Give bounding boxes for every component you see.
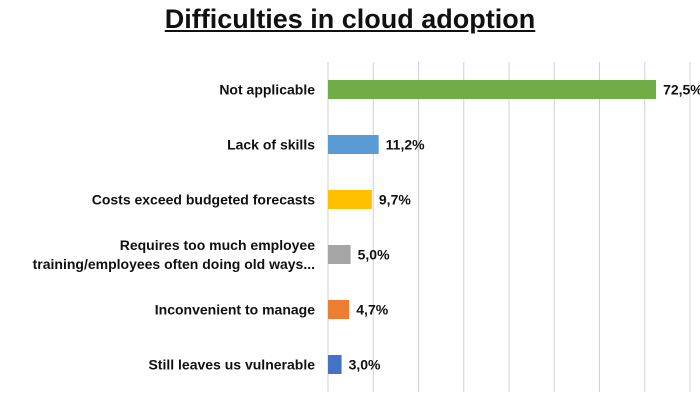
bar [328, 245, 351, 264]
category-label: Not applicable [219, 82, 315, 98]
category-label: Inconvenient to manage [155, 302, 315, 318]
data-label: 72,5% [663, 82, 700, 98]
bar [328, 80, 657, 99]
bar [328, 300, 350, 319]
category-label: Requires too much employee [120, 237, 315, 253]
bar [328, 190, 372, 209]
data-label: 4,7% [356, 302, 388, 318]
bar [328, 355, 342, 374]
category-label: Lack of skills [227, 137, 315, 153]
category-label: Still leaves us vulnerable [148, 357, 315, 373]
data-label: 9,7% [379, 192, 411, 208]
category-label: training/employees often doing old ways.… [33, 256, 315, 272]
data-label: 5,0% [358, 247, 390, 263]
category-label: Costs exceed budgeted forecasts [92, 192, 316, 208]
data-label: 3,0% [349, 357, 381, 373]
chart-title: Difficulties in cloud adoption [164, 4, 536, 34]
bar [328, 135, 379, 154]
data-label: 11,2% [386, 137, 425, 153]
